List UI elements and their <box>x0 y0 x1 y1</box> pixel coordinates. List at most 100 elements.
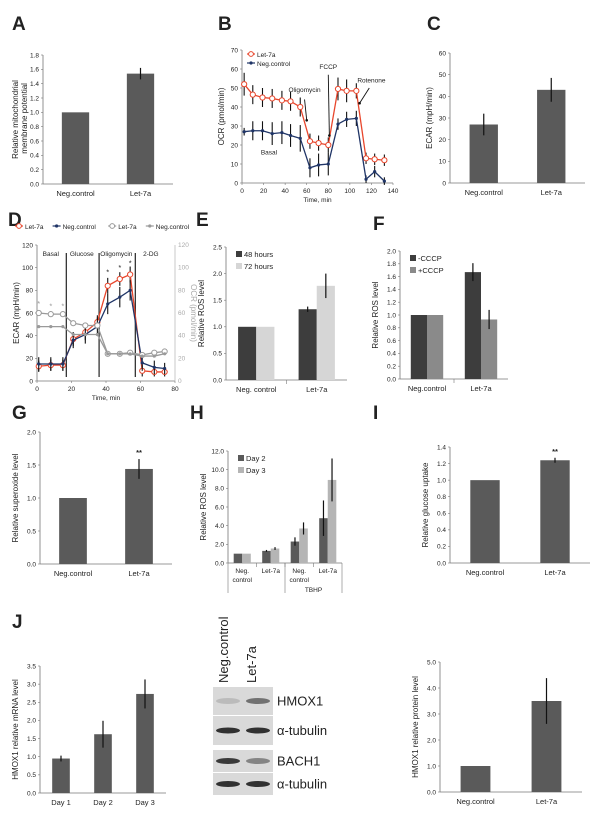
x-tick-label: 120 <box>366 188 377 195</box>
data-point <box>163 352 167 356</box>
blot-panel <box>213 773 273 795</box>
y-axis-label: ECAR (mpH/min) <box>12 282 21 344</box>
band-label: α-tubulin <box>277 723 327 738</box>
data-point <box>280 131 284 135</box>
y-tick-label: 40 <box>26 333 34 340</box>
y-tick-label: 0.0 <box>387 376 396 383</box>
legend-swatch <box>236 251 242 257</box>
y-tick-label: 10 <box>231 161 239 168</box>
category-label: Neg.control <box>465 188 504 197</box>
y-axis-label: ECAR (mpH/min) <box>425 87 434 149</box>
y-tick-label: 30 <box>439 115 447 122</box>
bar <box>299 528 308 563</box>
data-point <box>116 275 123 283</box>
y-tick-label: 0 <box>29 378 33 385</box>
y-tick-label: 70 <box>231 47 239 54</box>
bar <box>316 285 335 380</box>
y-tick-label: 2.0 <box>387 248 396 255</box>
y-axis-label: Relative superoxide level <box>11 453 20 542</box>
y-tick-label: 0.4 <box>387 351 396 358</box>
data-point <box>249 91 256 98</box>
y-tick-label: 1.8 <box>30 52 39 59</box>
blot-band <box>216 727 240 734</box>
data-point <box>353 87 360 94</box>
y-tick-label: 1.4 <box>387 287 396 294</box>
y2-tick-label: 40 <box>178 333 186 340</box>
panel-letter: C <box>427 14 441 35</box>
arrow-head <box>328 134 331 137</box>
significance-marker: * <box>61 301 64 310</box>
y-tick-label: 2.0 <box>213 271 222 278</box>
significance-marker: * <box>37 299 40 308</box>
panel-letter: F <box>373 214 385 235</box>
y-tick-label: 1.5 <box>27 462 36 469</box>
category-label: Let-7a <box>306 385 328 394</box>
y-tick-label: 50 <box>231 85 239 92</box>
data-point <box>382 179 386 183</box>
y-axis-label: Relative ROS level <box>199 473 208 540</box>
y2-tick-label: 120 <box>178 242 189 249</box>
blot-band <box>216 698 240 704</box>
legend-swatch <box>238 455 244 461</box>
category-label: Let-7a <box>470 384 492 393</box>
y-tick-label: 0.5 <box>27 528 36 535</box>
y-tick-label: 3.5 <box>27 663 36 670</box>
data-point <box>260 129 265 133</box>
y-tick-label: 2.0 <box>27 718 36 725</box>
y-tick-label: 1.2 <box>30 95 39 102</box>
y-tick-label: 20 <box>439 137 447 144</box>
y-tick-label: 1.4 <box>30 81 39 88</box>
category-label: Day 1 <box>51 798 71 807</box>
x-axis-label: Time, min <box>303 197 332 204</box>
y-axis-label: OCR (pmol/min) <box>217 87 226 145</box>
x-tick-label: 20 <box>68 386 76 393</box>
legend-label: Day 3 <box>246 466 266 475</box>
legend-marker <box>55 224 59 228</box>
category-label: Neg. control <box>236 385 277 394</box>
legend-swatch <box>410 267 416 273</box>
data-point <box>354 116 358 120</box>
y-tick-label: 60 <box>439 50 447 57</box>
y-tick-label: 1.8 <box>387 261 396 268</box>
legend-marker <box>109 223 116 229</box>
arrow <box>304 99 308 121</box>
y-tick-label: 0.6 <box>387 338 396 345</box>
annotation: Basal <box>261 150 278 157</box>
category-label: Let-7a <box>544 568 566 577</box>
data-point <box>287 98 294 105</box>
panel-letter: I <box>373 403 378 424</box>
x-tick-label: 0 <box>240 188 244 195</box>
y-tick-label: 1.0 <box>27 495 36 502</box>
bar <box>59 498 87 564</box>
lane-label: Let-7a <box>244 645 259 683</box>
data-point <box>306 138 314 145</box>
category-label: control <box>289 577 309 584</box>
y-tick-label: 0.4 <box>30 153 39 160</box>
y-tick-label: 1.5 <box>27 736 36 743</box>
y-tick-label: 0.5 <box>213 351 222 358</box>
data-point <box>94 322 101 329</box>
legend-marker <box>248 51 254 57</box>
legend-label: Let-7a <box>118 224 137 231</box>
data-point <box>140 361 144 365</box>
y-tick-label: 6.0 <box>215 504 224 511</box>
data-point <box>104 282 111 289</box>
data-point <box>362 155 370 162</box>
y-tick-label: 0.0 <box>213 377 222 384</box>
x-tick-label: 80 <box>325 188 333 195</box>
y-tick-label: 0.2 <box>437 544 446 551</box>
data-point <box>128 352 132 356</box>
blot-band <box>216 758 240 764</box>
legend-label: Let-7a <box>257 52 276 59</box>
data-point <box>49 325 53 329</box>
y2-tick-label: 80 <box>178 287 186 294</box>
blot-band <box>246 698 270 704</box>
y-tick-label: 10.0 <box>211 467 224 474</box>
y-tick-label: 40 <box>231 104 239 111</box>
band-label: HMOX1 <box>277 694 323 709</box>
x-tick-label: 40 <box>102 386 110 393</box>
data-point <box>47 311 54 318</box>
arrow-head <box>358 101 361 105</box>
legend-marker <box>249 61 253 65</box>
